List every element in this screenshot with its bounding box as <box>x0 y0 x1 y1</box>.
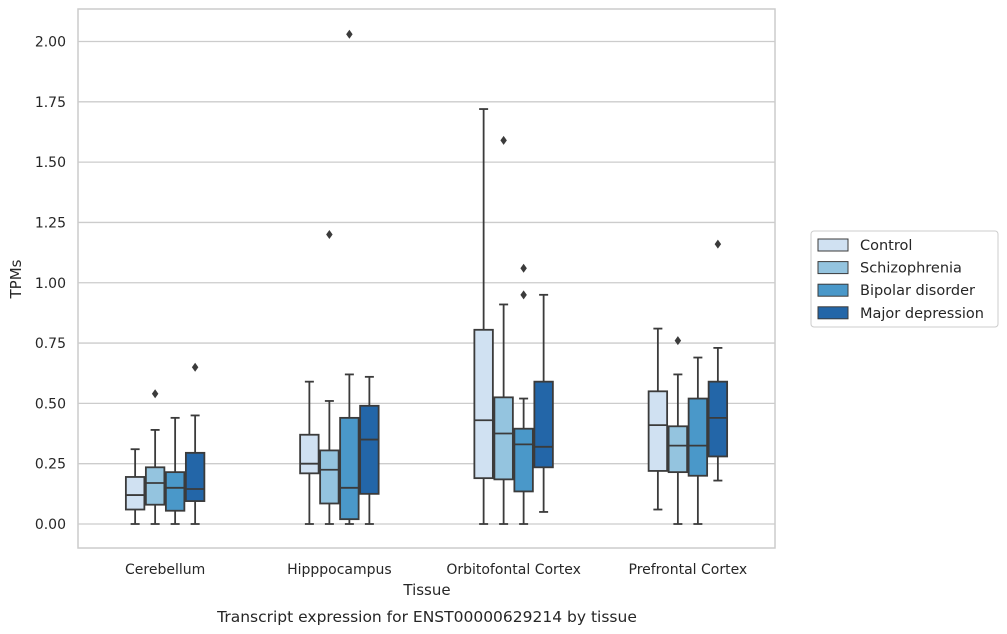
outlier-point <box>714 239 722 249</box>
box-schizophrenia <box>319 230 340 525</box>
y-tick-label: 1.75 <box>35 95 66 111</box>
box-major-depression <box>533 293 554 513</box>
box-iqr <box>299 433 320 475</box>
y-tick-label: 2.00 <box>35 35 66 51</box>
outlier-point <box>151 389 159 399</box>
box-schizophrenia <box>667 336 689 525</box>
box-iqr <box>513 427 534 493</box>
outlier-point <box>346 29 353 39</box>
legend: Control Schizophrenia Bipolar disorder Majo… <box>810 230 999 328</box>
legend-swatch <box>817 238 849 252</box>
legend-frame <box>810 230 999 328</box>
legend-label: Control <box>860 238 912 254</box>
box-iqr <box>124 476 146 511</box>
box-iqr <box>647 390 669 472</box>
outlier-point <box>520 290 527 300</box>
outlier-point <box>520 263 527 273</box>
x-tick-label: Cerebellum <box>125 562 205 578</box>
box-major-depression <box>359 375 380 525</box>
x-tick-label: Hipppocampus <box>287 562 392 578</box>
y-tick-label: 0.25 <box>35 457 66 473</box>
x-axis-ticks: Cerebellum Hipppocampus Orbitofontal Corte… <box>125 562 747 578</box>
box-iqr <box>144 466 166 506</box>
plot-area-frame <box>77 8 776 549</box>
box-bipolar-disorder <box>164 416 186 525</box>
box-control <box>647 327 669 511</box>
legend-swatch <box>817 283 849 297</box>
y-axis-label: TPMs <box>7 259 25 299</box>
box-control <box>473 108 494 525</box>
box-control <box>299 380 320 525</box>
legend-swatch <box>817 306 849 320</box>
box-iqr <box>473 328 494 480</box>
x-tick-label: Orbitofontal Cortex <box>446 562 581 578</box>
box-iqr <box>339 416 360 521</box>
boxes <box>124 29 729 525</box>
legend-swatch <box>817 261 849 275</box>
box-iqr <box>667 425 689 474</box>
outlier-point <box>500 135 507 145</box>
y-tick-label: 0.50 <box>35 396 66 412</box>
box-control <box>124 448 146 525</box>
box-bipolar-disorder <box>513 263 534 525</box>
outlier-point <box>326 230 333 239</box>
box-iqr <box>164 471 186 512</box>
y-axis-ticks: 0.00 0.25 0.50 0.75 1.00 1.25 1.50 1.75 2.00 <box>35 35 66 534</box>
y-tick-label: 1.25 <box>35 215 66 231</box>
legend-entry: Major depression <box>817 306 984 322</box>
box-iqr <box>184 451 206 502</box>
box-schizophrenia <box>493 135 514 525</box>
box-major-depression <box>184 362 206 525</box>
figure-caption: Transcript expression for ENST0000062921… <box>216 608 637 626</box>
legend-entry: Control <box>817 238 912 254</box>
outlier-point <box>674 336 682 346</box>
box-schizophrenia <box>144 389 166 525</box>
x-axis-label: Tissue <box>402 581 450 599</box>
box-major-depression <box>707 239 729 482</box>
box-iqr <box>359 404 380 495</box>
y-tick-label: 0.75 <box>35 336 66 352</box>
box-iqr <box>493 396 514 481</box>
legend-label: Bipolar disorder <box>860 283 975 299</box>
outlier-point <box>191 362 199 372</box>
legend-entry: Schizophrenia <box>817 261 962 277</box>
legend-label: Major depression <box>860 306 984 322</box>
y-tick-label: 1.00 <box>35 276 66 292</box>
y-tick-label: 1.50 <box>35 155 66 171</box>
box-iqr <box>707 380 729 458</box>
box-iqr <box>533 380 554 469</box>
box-iqr <box>319 449 340 505</box>
y-tick-label: 0.00 <box>35 517 66 533</box>
box-bipolar-disorder <box>339 29 360 525</box>
box-bipolar-disorder <box>687 356 709 525</box>
x-tick-label: Prefrontal Cortex <box>629 562 748 578</box>
legend-label: Schizophrenia <box>860 261 962 277</box>
box-iqr <box>687 397 709 477</box>
legend-entry: Bipolar disorder <box>817 283 975 299</box>
